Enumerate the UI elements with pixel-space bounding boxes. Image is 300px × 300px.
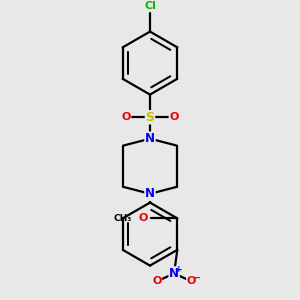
- Text: +: +: [175, 265, 182, 274]
- Text: −: −: [193, 273, 201, 283]
- Text: CH₃: CH₃: [114, 214, 132, 223]
- Text: N: N: [145, 132, 155, 145]
- Text: N: N: [145, 187, 155, 200]
- Text: O: O: [187, 276, 196, 286]
- Text: O: O: [122, 112, 131, 122]
- Text: O: O: [139, 213, 148, 224]
- Text: O: O: [152, 276, 161, 286]
- Text: S: S: [146, 111, 154, 124]
- Text: N: N: [169, 267, 179, 280]
- Text: Cl: Cl: [144, 2, 156, 11]
- Text: O: O: [169, 112, 178, 122]
